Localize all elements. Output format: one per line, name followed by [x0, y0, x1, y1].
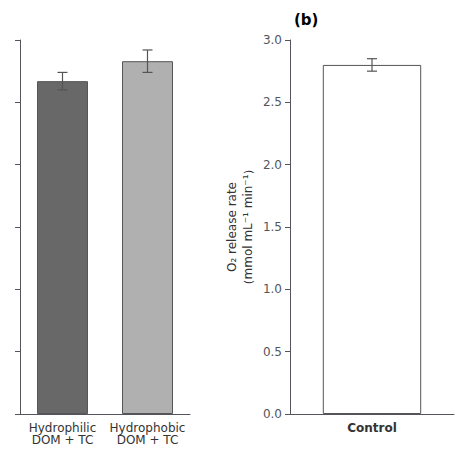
svg-text:1.0: 1.0 [263, 282, 282, 296]
svg-text:2.5: 2.5 [263, 95, 282, 109]
svg-text:3.0: 3.0 [263, 33, 282, 47]
svg-text:O₂ release rate: O₂ release rate [225, 182, 239, 272]
svg-text:DOM + TC: DOM + TC [117, 433, 179, 447]
svg-text:0.0: 0.0 [263, 407, 282, 421]
svg-text:2.0: 2.0 [263, 158, 282, 172]
svg-text:Hydrophobic: Hydrophobic [109, 421, 186, 435]
svg-text:DOM + TC: DOM + TC [32, 433, 94, 447]
svg-text:（mmol mL⁻¹ min⁻¹）: （mmol mL⁻¹ min⁻¹） [241, 163, 255, 292]
svg-text:1.5: 1.5 [263, 220, 282, 234]
svg-text:(b): (b) [294, 11, 318, 29]
svg-text:Hydrophilic: Hydrophilic [28, 421, 97, 435]
svg-text:Control: Control [347, 421, 397, 435]
svg-text:0.5: 0.5 [263, 345, 282, 359]
